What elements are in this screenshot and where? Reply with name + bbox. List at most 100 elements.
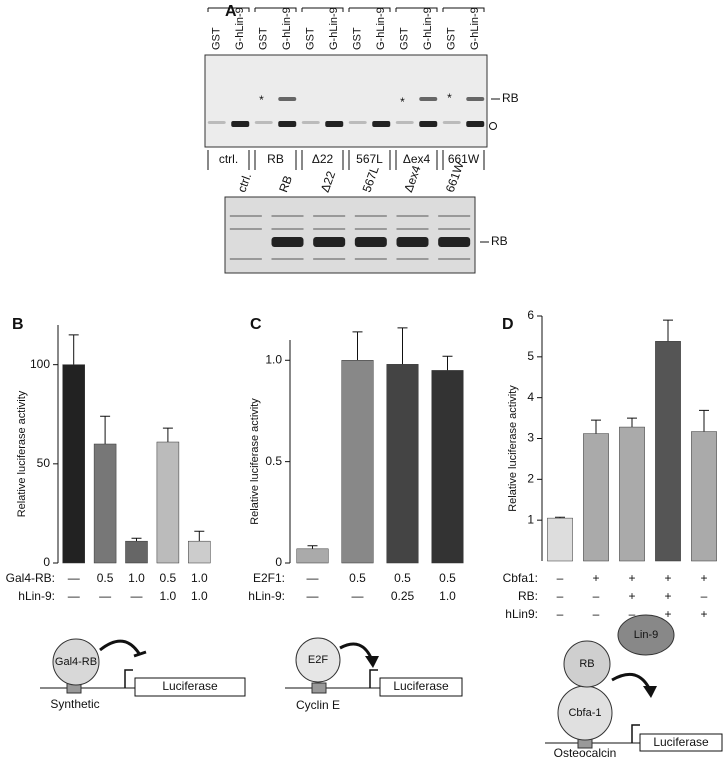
band [419,97,438,101]
condition-value: — [307,589,319,603]
panel-label: B [12,316,24,333]
condition-value: – [629,607,636,621]
band [396,215,429,217]
asterisk: * [259,93,264,107]
reporter-box [134,677,246,697]
factor [295,637,341,683]
error-bar [699,409,709,432]
condition-value: 1.0 [439,589,456,603]
bracket [395,7,438,12]
band [466,97,485,101]
panel-label: C [250,316,262,333]
bar [583,433,609,562]
bar [156,441,180,564]
error-bar [162,427,173,443]
condition-value: + [628,589,635,603]
band [325,121,344,127]
error-bar [663,319,673,342]
bar [188,540,211,564]
asterisk: * [400,95,405,109]
reporter-label: Luciferase [653,735,709,749]
band [271,215,304,217]
panel-label: D [502,316,514,333]
band [348,121,367,124]
bar [691,431,717,562]
y-tick-label: 0 [43,555,50,569]
y-axis-label: Relative luciferase activity [507,385,519,512]
blot [224,196,476,274]
lane-label: Δex4 [401,163,424,194]
band [229,215,262,217]
bar [93,443,117,564]
y-tick-label: 0 [275,555,282,569]
band [354,215,387,217]
lane-label: G-hLin-9 [281,7,293,50]
tss [124,669,133,688]
bracket [442,7,485,12]
lane-label: GST [446,27,458,50]
construct-label: Δex4 [403,152,431,166]
reporter-box [639,733,723,752]
promoter-label: Cyclin E [296,698,340,712]
condition-value: — [131,589,143,603]
condition-value: – [557,589,564,603]
construct-label: ctrl. [219,152,238,166]
condition-value: + [664,607,671,621]
condition-value: 1.0 [160,589,177,603]
factor [52,638,100,686]
band [438,258,471,260]
band [231,121,250,127]
lane-label: G-hLin-9 [422,7,434,50]
factor-label: E2F [308,654,328,666]
lane-label: GST [352,27,364,50]
band [372,121,391,127]
band [207,121,226,124]
band [313,215,346,217]
condition-value: – [557,571,564,585]
y-tick-label: 5 [527,349,534,363]
condition-label: hLin-9: [18,589,55,603]
lane-label: GST [399,27,411,50]
condition-value: — [307,571,319,585]
y-tick-label: 1 [527,512,534,526]
y-tick-label: 4 [527,390,534,404]
construct-label: 661W [448,152,480,166]
error-bar [307,545,318,549]
condition-value: 0.5 [97,571,114,585]
condition-value: + [664,589,671,603]
tss [369,669,378,688]
construct-label: 567L [356,152,383,166]
band [396,237,429,247]
band [419,121,438,127]
condition-value: 0.5 [394,571,411,585]
condition-value: 1.0 [191,589,208,603]
factor [563,640,611,688]
bracket [254,7,297,12]
band [278,121,297,127]
lane-label: G-hLin-9 [375,7,387,50]
band-label: RB [502,91,519,105]
error-bar [352,331,363,361]
band [395,121,414,124]
y-tick-label: 2 [527,472,534,486]
condition-value: 1.0 [128,571,145,585]
bar [341,360,374,564]
condition-label: RB: [518,589,538,603]
lane-label: G-hLin-9 [469,7,481,50]
condition-value: + [664,571,671,585]
asterisk: * [447,91,452,105]
y-tick-label: 6 [527,308,534,322]
condition-label: E2F1: [253,571,285,585]
bar [62,364,85,564]
bracket [207,7,250,12]
panel-label: A [225,3,237,20]
y-tick-label: 50 [37,456,51,470]
band [254,121,273,124]
band [229,228,262,230]
arrow-head [643,686,657,698]
promoter-label: Synthetic [50,697,99,711]
band [229,258,262,260]
bracket [207,150,250,170]
condition-value: + [700,607,707,621]
